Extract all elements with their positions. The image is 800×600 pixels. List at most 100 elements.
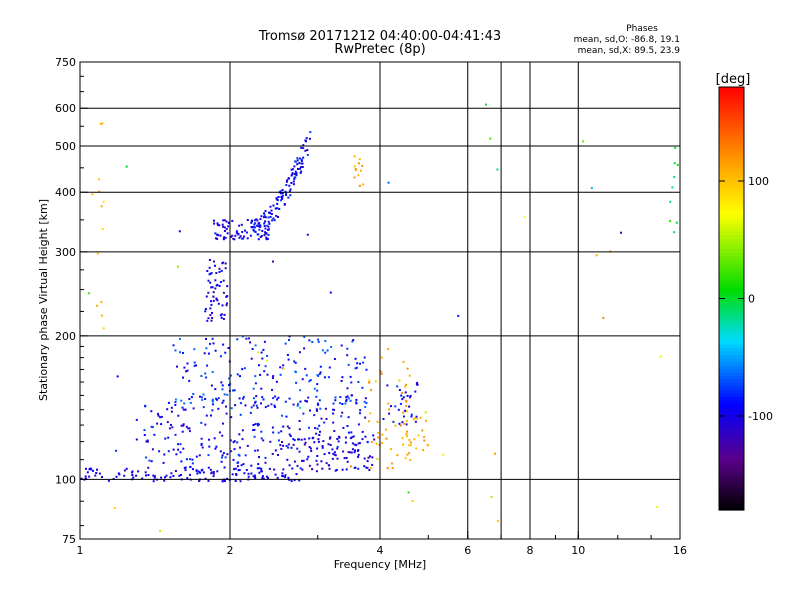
echo-point bbox=[350, 394, 353, 397]
echo-point bbox=[275, 197, 278, 200]
echo-point bbox=[240, 223, 243, 226]
echo-point bbox=[267, 229, 270, 231]
echo-point bbox=[260, 470, 263, 473]
echo-point bbox=[96, 252, 99, 255]
echo-point bbox=[220, 381, 223, 384]
echo-point bbox=[353, 176, 356, 179]
phase-stats-x: mean, sd,X: 89.5, 23.9 bbox=[578, 46, 681, 56]
echo-point bbox=[164, 476, 166, 479]
echo-point bbox=[178, 230, 181, 233]
echo-point bbox=[257, 222, 260, 225]
echo-point bbox=[457, 314, 460, 317]
echo-point bbox=[333, 430, 336, 432]
echo-point bbox=[237, 233, 240, 236]
colorbar-segment bbox=[719, 256, 744, 261]
echo-point bbox=[199, 395, 201, 398]
echo-point bbox=[278, 208, 281, 210]
echo-point bbox=[210, 300, 212, 303]
echo-point bbox=[298, 450, 301, 453]
echo-point bbox=[301, 162, 304, 165]
echo-point bbox=[405, 383, 407, 386]
echo-point bbox=[344, 441, 347, 444]
echo-point bbox=[346, 387, 349, 390]
colorbar-segment bbox=[719, 457, 744, 462]
echo-point bbox=[88, 475, 91, 478]
echo-point bbox=[279, 366, 282, 369]
echo-point bbox=[260, 437, 263, 440]
echo-point bbox=[308, 380, 311, 383]
echo-point bbox=[288, 335, 291, 338]
colorbar-segment bbox=[719, 411, 744, 416]
echo-point bbox=[289, 435, 292, 438]
echo-point bbox=[273, 219, 276, 222]
echo-point bbox=[391, 467, 394, 469]
echo-point bbox=[359, 362, 362, 365]
colorbar-segment bbox=[719, 354, 744, 360]
echo-point bbox=[235, 230, 238, 233]
echo-point bbox=[211, 371, 214, 373]
echo-point bbox=[380, 372, 383, 375]
echo-point bbox=[354, 449, 356, 452]
echo-point bbox=[294, 176, 297, 179]
echo-point bbox=[367, 456, 370, 459]
echo-point bbox=[280, 430, 283, 433]
echo-point bbox=[223, 236, 226, 239]
echo-point bbox=[261, 229, 264, 232]
echo-point bbox=[280, 195, 283, 198]
echo-point bbox=[239, 480, 242, 483]
echo-point bbox=[223, 219, 226, 222]
echo-point bbox=[369, 467, 372, 470]
echo-point bbox=[324, 351, 327, 354]
echo-point bbox=[171, 426, 174, 429]
echo-point bbox=[118, 473, 121, 476]
echo-point bbox=[189, 473, 191, 476]
echo-point bbox=[207, 317, 210, 320]
echo-point bbox=[125, 467, 128, 470]
echo-point bbox=[351, 442, 354, 445]
colorbar-segment bbox=[719, 302, 744, 307]
echo-point bbox=[357, 442, 360, 445]
echo-point bbox=[254, 230, 257, 233]
echo-point bbox=[150, 460, 153, 463]
echo-point bbox=[414, 417, 416, 420]
echo-point bbox=[250, 221, 253, 224]
echo-point bbox=[223, 393, 226, 396]
echo-point bbox=[299, 157, 302, 160]
echo-point bbox=[288, 433, 291, 436]
echo-point bbox=[368, 420, 371, 423]
echo-point bbox=[301, 459, 303, 462]
echo-point bbox=[404, 391, 407, 394]
echo-point bbox=[293, 460, 296, 463]
echo-point bbox=[317, 340, 320, 343]
echo-point bbox=[135, 418, 138, 421]
colorbar-segment bbox=[719, 228, 744, 233]
echo-point bbox=[225, 295, 228, 298]
echo-point bbox=[410, 413, 413, 416]
echo-point bbox=[332, 421, 335, 424]
echo-point bbox=[185, 370, 188, 373]
echo-point bbox=[308, 137, 311, 140]
echo-point bbox=[416, 381, 419, 384]
echo-point bbox=[309, 447, 312, 450]
echo-point bbox=[205, 295, 208, 298]
echo-point bbox=[147, 474, 150, 476]
echo-point bbox=[219, 234, 222, 237]
colorbar-segment bbox=[719, 157, 744, 162]
echo-point bbox=[213, 437, 216, 440]
y-tick-label: 400 bbox=[55, 186, 76, 199]
y-tick-label: 300 bbox=[55, 246, 76, 259]
echo-point bbox=[196, 472, 199, 475]
echo-point bbox=[226, 302, 228, 305]
echo-point bbox=[274, 449, 277, 452]
echo-point bbox=[223, 313, 226, 316]
y-axis-label: Stationary phase Virtual Height [km] bbox=[37, 199, 50, 401]
echo-point bbox=[314, 427, 317, 430]
echo-point bbox=[285, 415, 288, 418]
echo-point bbox=[328, 366, 331, 369]
echo-point bbox=[295, 172, 298, 175]
echo-point bbox=[204, 308, 207, 310]
echo-point bbox=[282, 444, 285, 447]
colorbar-segment bbox=[719, 495, 744, 501]
echo-point bbox=[238, 454, 241, 457]
echo-point bbox=[236, 461, 239, 464]
